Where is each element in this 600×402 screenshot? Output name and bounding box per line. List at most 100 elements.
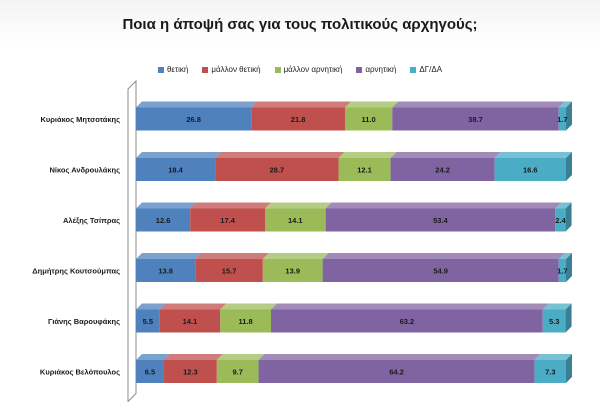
- legend-label: αρνητική: [365, 65, 397, 74]
- legend-item: θετική: [157, 65, 189, 74]
- bar-top-face: [344, 101, 399, 108]
- legend-label: θετική: [166, 65, 189, 74]
- bar-side-face: [566, 152, 572, 181]
- data-label: 17.4: [220, 216, 235, 225]
- bar-segment: [251, 107, 345, 131]
- legend-item: μάλλον θετική: [202, 65, 261, 74]
- data-label: 5.5: [143, 317, 153, 326]
- legend-item: μάλλον αρνητική: [274, 65, 343, 74]
- category-label: Νίκος Ανδρουλάκης: [49, 166, 120, 175]
- bar-segment: [159, 309, 221, 333]
- bar-segment: [542, 309, 566, 333]
- bar-top-face: [558, 253, 572, 259]
- bar-segment: [534, 360, 566, 383]
- data-label: 13.9: [285, 267, 300, 276]
- category-label: Κυριάκος Μητσοτάκης: [41, 115, 121, 124]
- bar-top-face: [136, 253, 202, 259]
- bar-top-face: [534, 354, 572, 360]
- category-label: Κυριάκος Βελόπουλος: [40, 368, 120, 377]
- data-label: 38.7: [468, 115, 483, 124]
- bar-top-face: [555, 202, 572, 209]
- bar-segment: [392, 107, 559, 131]
- category-label: Αλέξης Τσίπρας: [63, 216, 120, 225]
- bar-side-face: [566, 253, 572, 282]
- bar-side-face: [565, 303, 572, 333]
- legend-label: μάλλον θετική: [211, 65, 261, 74]
- category-label: Δημήτρης Κουτσούμπας: [32, 267, 120, 276]
- data-label: 54.9: [433, 267, 448, 276]
- bar-side-face: [566, 101, 572, 131]
- data-label: 5.3: [549, 317, 559, 326]
- bar-segment: [163, 360, 217, 383]
- bar-top-face: [392, 101, 565, 108]
- bar-segment: [220, 309, 272, 333]
- bar-segment: [136, 309, 160, 333]
- bar-top-face: [136, 303, 166, 310]
- data-label: 11.8: [239, 317, 253, 326]
- bar-segment: [190, 208, 265, 232]
- legend-label: ΔΓ/ΔΑ: [419, 65, 443, 74]
- bar-top-face: [322, 253, 565, 259]
- bar-segment: [390, 158, 495, 181]
- data-label: 6.5: [145, 368, 155, 377]
- bar-top-face: [494, 152, 572, 158]
- bar-segment: [338, 158, 391, 181]
- axis-wall: [127, 79, 137, 402]
- data-label: 7.3: [545, 368, 555, 377]
- bar-segment: [258, 360, 535, 383]
- bar-top-face: [136, 354, 170, 360]
- data-label: 53.4: [433, 216, 448, 225]
- data-label: 1.7: [557, 115, 567, 124]
- bar-segment: [555, 208, 566, 232]
- bar-top-face: [163, 354, 223, 360]
- data-label: 28.7: [270, 166, 285, 175]
- bar-top-face: [216, 354, 265, 360]
- data-label: 12.3: [183, 368, 198, 377]
- bar-segment: [136, 107, 252, 131]
- data-label: 24.2: [435, 166, 450, 175]
- bar-segment: [271, 309, 543, 333]
- legend-item: αρνητική: [356, 65, 396, 74]
- legend-label: μάλλον αρνητική: [283, 65, 343, 74]
- data-label: 12.6: [156, 216, 171, 225]
- bar-top-face: [325, 202, 562, 209]
- bar-segment: [265, 208, 326, 232]
- bar-segment: [136, 360, 164, 383]
- bar-top-face: [262, 253, 329, 259]
- legend-swatch: [274, 66, 281, 73]
- bar-segment: [558, 259, 566, 282]
- bar-top-face: [390, 152, 501, 158]
- data-label: 14.1: [288, 216, 303, 225]
- data-label: 13.8: [158, 267, 173, 276]
- legend-swatch: [157, 66, 164, 73]
- legend: θετική μάλλον θετική μάλλον αρνητική αρνητι…: [0, 65, 600, 74]
- legend-swatch: [410, 66, 417, 73]
- bar-top-face: [258, 354, 541, 360]
- bar-top-face: [338, 152, 397, 158]
- bar-segment: [195, 259, 263, 282]
- bar-top-face: [195, 253, 269, 259]
- bar-top-face: [136, 202, 197, 209]
- bar-side-face: [565, 202, 572, 232]
- data-label: 11.0: [362, 115, 376, 124]
- data-label: 21.8: [291, 115, 306, 124]
- data-label: 1.7: [557, 267, 567, 276]
- data-label: 18.4: [168, 166, 183, 175]
- legend-swatch: [356, 66, 363, 73]
- bar-top-face: [190, 202, 271, 209]
- data-label: 15.7: [222, 267, 237, 276]
- bar-top-face: [265, 202, 332, 209]
- bar-top-face: [136, 152, 222, 158]
- data-label: 12.1: [357, 166, 372, 175]
- bar-top-face: [220, 303, 278, 310]
- bar-segment: [215, 158, 339, 181]
- bar-top-face: [271, 303, 549, 310]
- bar-segment: [325, 208, 556, 232]
- bar-segment: [136, 208, 191, 232]
- bar-segment: [558, 107, 566, 131]
- bar-top-face: [136, 101, 258, 108]
- chart-title: Ποια η άποψή σας για τους πολιτικούς αρχ…: [122, 16, 478, 33]
- bar-top-face: [215, 152, 345, 158]
- data-label: 14.1: [183, 317, 198, 326]
